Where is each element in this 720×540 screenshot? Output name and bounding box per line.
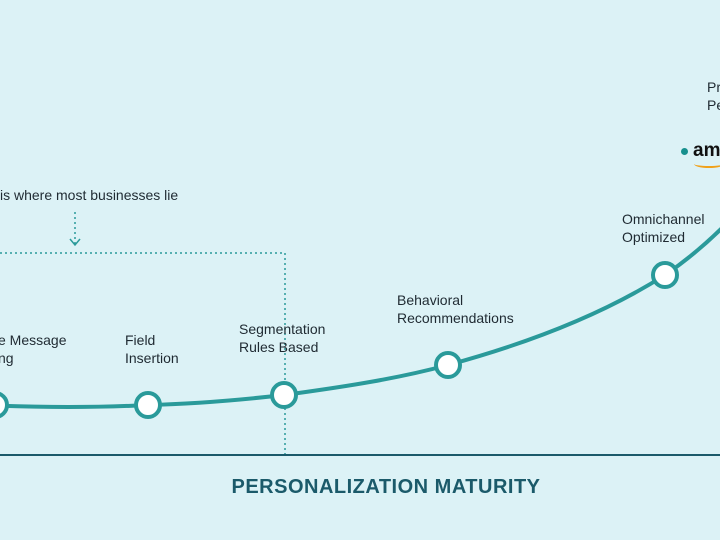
logo-text: am xyxy=(693,140,720,161)
logo-bullet-dot xyxy=(681,148,688,155)
stage-label-line: Field xyxy=(125,332,156,348)
stage-label-field-insertion: Field Insertion xyxy=(125,331,179,367)
stage-label-predictive: Pr Pe xyxy=(707,78,720,114)
stage-label-behavioral: Behavioral Recommendations xyxy=(397,291,514,327)
stage-label-line: Segmentation xyxy=(239,321,326,337)
stage-marker-behavioral xyxy=(434,351,462,379)
stage-label-line: Optimized xyxy=(622,229,686,245)
stage-label-line: e Message xyxy=(0,332,67,348)
stage-label-segmentation: Segmentation Rules Based xyxy=(239,320,325,356)
stage-label-line: Behavioral xyxy=(397,292,464,308)
callout-text: is is where most businesses lie xyxy=(0,187,179,203)
stage-label-line: ng xyxy=(0,350,14,366)
stage-label-omnichannel: Omnichannel Optimized xyxy=(622,210,705,246)
x-axis-title: PERSONALIZATION MATURITY xyxy=(231,476,541,498)
stage-label-line: Recommendations xyxy=(397,310,514,326)
stage-marker-message-targeting xyxy=(0,391,9,419)
amazon-logo: am xyxy=(681,140,720,168)
stage-label-message-targeting: e Message ng xyxy=(0,331,66,367)
stage-label-line: Omnichannel xyxy=(622,211,705,227)
stage-marker-field-insertion xyxy=(134,391,162,419)
stage-label-line: Rules Based xyxy=(239,339,319,355)
logo-smile-icon xyxy=(694,160,720,168)
stage-marker-segmentation xyxy=(270,381,298,409)
bracket-pointer-arrowhead xyxy=(69,238,81,247)
stage-label-line: Pr xyxy=(707,79,720,95)
stage-label-line: Insertion xyxy=(125,350,179,366)
stage-label-line: Pe xyxy=(707,97,720,113)
stage-marker-omnichannel xyxy=(651,261,679,289)
maturity-curve xyxy=(0,227,720,409)
